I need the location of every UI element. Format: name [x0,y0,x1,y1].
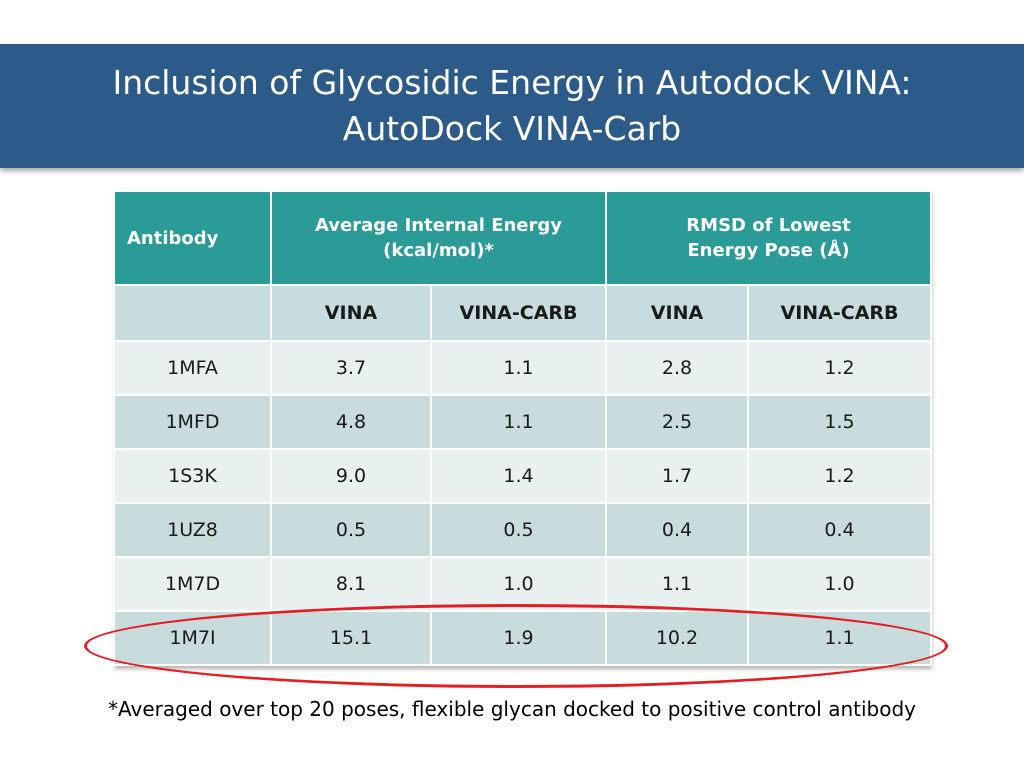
subheader-cell: VINA [605,284,749,342]
slide-title-line-2: AutoDock VINA-Carb [342,109,682,148]
table-cell: 8.1 [270,556,432,612]
header-energy-line-1: Average Internal Energy [314,215,563,236]
table-cell: 0.5 [430,502,607,558]
subheader-cell: VINA-CARB [430,284,607,342]
subheader-cell [113,284,272,342]
table-cell: 2.8 [605,340,749,396]
slide-title-line-1: Inclusion of Glycosidic Energy in Autodo… [112,63,912,102]
table-cell: 15.1 [270,610,432,666]
table-cell: 1.9 [430,610,607,666]
table-cell: 1.0 [747,556,932,612]
table-cell: 1MFD [113,394,272,450]
table-cell: 1.1 [430,394,607,450]
table-cell: 1.2 [747,340,932,396]
table-cell: 4.8 [270,394,432,450]
table-cell: 1.2 [747,448,932,504]
table-cell: 1.1 [430,340,607,396]
table-subheader-row: VINA VINA-CARB VINA VINA-CARB [113,284,932,342]
footnote: *Averaged over top 20 poses, flexible gl… [108,697,916,721]
table-cell: 1UZ8 [113,502,272,558]
subheader-cell: VINA-CARB [747,284,932,342]
header-energy-line-2: (kcal/mol)* [383,240,494,261]
header-rmsd: RMSD of Lowest Energy Pose (Å) [605,190,932,286]
table-cell: 1.0 [430,556,607,612]
subheader-cell: VINA [270,284,432,342]
results-table-wrapper: Antibody Average Internal Energy (kcal/m… [113,190,932,666]
table-row-highlighted: 1M7I 15.1 1.9 10.2 1.1 [113,610,932,666]
table-header-row: Antibody Average Internal Energy (kcal/m… [113,190,932,286]
table-cell: 1.1 [747,610,932,666]
table-cell: 0.4 [605,502,749,558]
header-average-internal-energy: Average Internal Energy (kcal/mol)* [270,190,607,286]
table-cell: 10.2 [605,610,749,666]
table-row: 1MFA 3.7 1.1 2.8 1.2 [113,340,932,396]
table-cell: 3.7 [270,340,432,396]
table-cell: 0.4 [747,502,932,558]
header-rmsd-line-1: RMSD of Lowest [686,215,851,236]
table-row: 1S3K 9.0 1.4 1.7 1.2 [113,448,932,504]
table-cell: 9.0 [270,448,432,504]
table-cell: 0.5 [270,502,432,558]
table-cell: 2.5 [605,394,749,450]
header-rmsd-line-2: Energy Pose (Å) [687,240,850,261]
results-table: Antibody Average Internal Energy (kcal/m… [113,190,932,666]
table-cell: 1.7 [605,448,749,504]
table-cell: 1M7I [113,610,272,666]
table-row: 1MFD 4.8 1.1 2.5 1.5 [113,394,932,450]
header-antibody: Antibody [113,190,272,286]
table-cell: 1.4 [430,448,607,504]
table-row: 1M7D 8.1 1.0 1.1 1.0 [113,556,932,612]
table-cell: 1S3K [113,448,272,504]
table-row: 1UZ8 0.5 0.5 0.4 0.4 [113,502,932,558]
table-cell: 1.1 [605,556,749,612]
title-bar: Inclusion of Glycosidic Energy in Autodo… [0,44,1024,168]
table-cell: 1.5 [747,394,932,450]
table-cell: 1M7D [113,556,272,612]
table-cell: 1MFA [113,340,272,396]
